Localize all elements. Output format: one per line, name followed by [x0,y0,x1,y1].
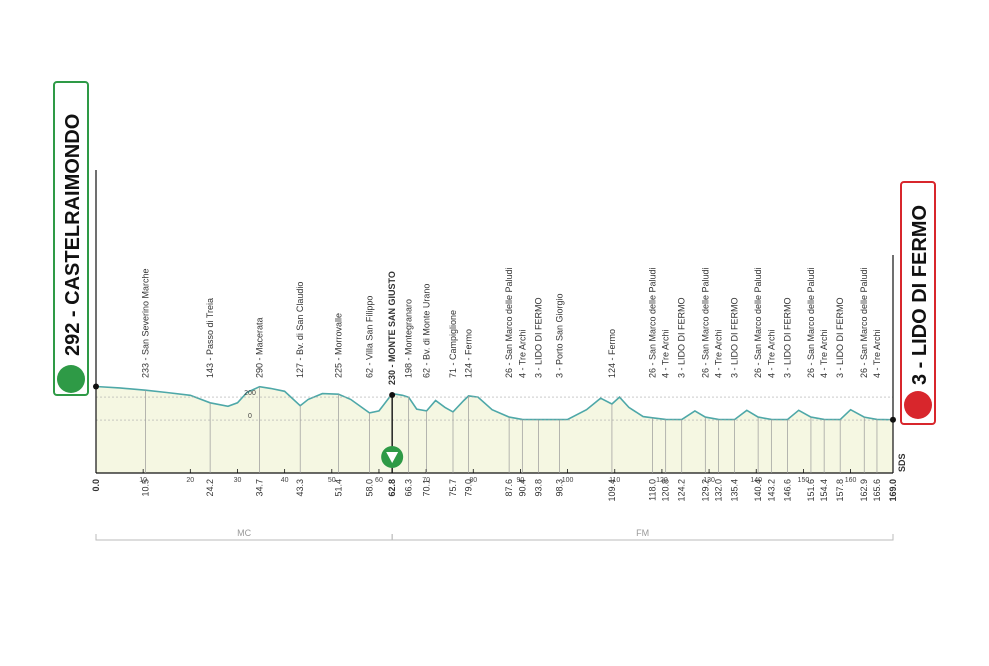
profile-area [96,386,893,473]
km-label: 43.3 [295,479,305,497]
finish-banner [900,181,936,425]
waypoint-name: 3 - LIDO DI FERMO [533,297,543,378]
start-icon [57,365,85,393]
km-label: 135.4 [730,479,740,502]
waypoint-name: 3 - LIDO DI FERMO [782,297,792,378]
waypoint-name: 233 - San Severino Marche [141,268,151,378]
x-tick-label: 120 [656,477,668,484]
region-label: FM [636,528,649,538]
km-label: 24.2 [205,479,215,497]
waypoint-name: 62 - Villa San Filippo [365,296,375,378]
km-label: 10.5 [141,479,151,497]
km-label: 58.0 [365,479,375,497]
region-label: MC [237,528,251,538]
waypoint-name: 124 - Fermo [464,329,474,378]
km-label: 129.2 [700,479,710,502]
km-label: 66.3 [404,479,414,497]
x-tick-label: 100 [562,477,574,484]
waypoint-name: 26 - San Marco delle Paludi [700,267,710,378]
km-label: 143.2 [766,479,776,502]
waypoint-name: 26 - San Marco delle Paludi [647,267,657,378]
km-label: 140.4 [753,479,763,502]
waypoint-name: 290 - Macerata [255,317,265,378]
x-tick-label: 160 [845,477,857,484]
km-label: 157.8 [835,479,845,502]
start-banner [53,81,89,396]
km-label: 120.8 [661,479,671,502]
km-label: 154.4 [819,479,829,502]
waypoint-name: 62 - Bv. di Monte Urano [422,284,432,378]
waypoint-name: 26 - San Marco delle Paludi [859,267,869,378]
km-label: 98.3 [555,479,565,497]
x-tick-label: 60 [375,477,383,484]
km-label: 34.7 [255,479,265,497]
x-tick-label: 40 [281,477,289,484]
x-tick-label: 140 [750,477,762,484]
summit-dot [389,392,396,398]
waypoint-name: 198 - Montegranaro [404,299,414,378]
km-label: 146.6 [782,479,792,502]
waypoint-name: 3 - LIDO DI FERMO [730,297,740,378]
waypoint-name: 4 - Tre Archi [714,329,724,378]
y-tick-label: 0 [248,413,252,420]
finish-icon [904,391,932,419]
km-label: 75.7 [448,479,458,497]
waypoint-name: 26 - San Marco delle Paludi [504,267,514,378]
km-label: 124.2 [677,479,687,502]
x-tick-label: 80 [469,477,477,484]
waypoint-name: 26 - San Marco delle Paludi [753,267,763,378]
km-label: 70.1 [422,479,432,497]
waypoint-name: 230 - MONTE SAN GIUSTO [387,271,397,385]
km-label: 165.6 [872,479,882,502]
km-label: 169.0 [888,479,898,502]
km-label: 109.4 [607,479,617,502]
finish-dot [890,416,896,423]
waypoint-name: 71 - Campiglione [448,310,458,378]
x-tick-label: 30 [234,477,242,484]
km-label: 0.0 [91,479,101,492]
x-tick-label: 90 [517,477,525,484]
waypoint-name: 4 - Tre Archi [766,329,776,378]
waypoint-name: 3 - Porto San Giorgio [555,293,565,378]
km-label: 118.0 [647,479,657,501]
x-tick-label: 50 [328,477,336,484]
y-tick-label: 200 [244,390,256,397]
x-tick-label: 110 [609,477,620,484]
waypoint-name: 4 - Tre Archi [872,329,882,378]
km-label: 62.8 [387,479,397,497]
waypoint-name: 225 - Morrovalle [333,313,343,378]
waypoint-name: 127 - Bv. di San Claudio [295,282,305,378]
finish-label: 3 - LIDO DI FERMO [909,205,931,385]
x-tick-label: 130 [703,477,715,484]
start-label: 292 - CASTELRAIMONDO [62,114,84,356]
waypoint-name: 4 - Tre Archi [517,329,527,378]
region-bracket [391,534,894,541]
waypoint-name: 124 - Fermo [607,329,617,378]
waypoint-name: 3 - LIDO DI FERMO [835,297,845,378]
x-tick-label: 20 [186,477,194,484]
km-label: 90.4 [517,479,527,497]
x-tick-label: 10 [139,477,147,484]
km-label: 151.6 [806,479,816,502]
waypoint-name: 26 - San Marco delle Paludi [806,267,816,378]
km-label: 162.9 [859,479,869,502]
km-label: 93.8 [533,479,543,497]
start-dot [93,383,99,390]
km-label: 87.6 [504,479,514,497]
waypoint-name: 3 - LIDO DI FERMO [677,297,687,378]
x-tick-label: 150 [798,477,810,484]
km-label: 51.4 [333,479,343,497]
waypoint-name: 143 - Passo di Treia [205,298,215,378]
waypoint-name: 4 - Tre Archi [819,329,829,378]
km-label: 132.0 [714,479,724,502]
km-label: 79.0 [464,479,474,497]
x-tick-label: 70 [422,477,430,484]
waypoint-name: 4 - Tre Archi [661,329,671,378]
sds-label: SDS [897,453,907,472]
summit-arrow [386,452,399,463]
